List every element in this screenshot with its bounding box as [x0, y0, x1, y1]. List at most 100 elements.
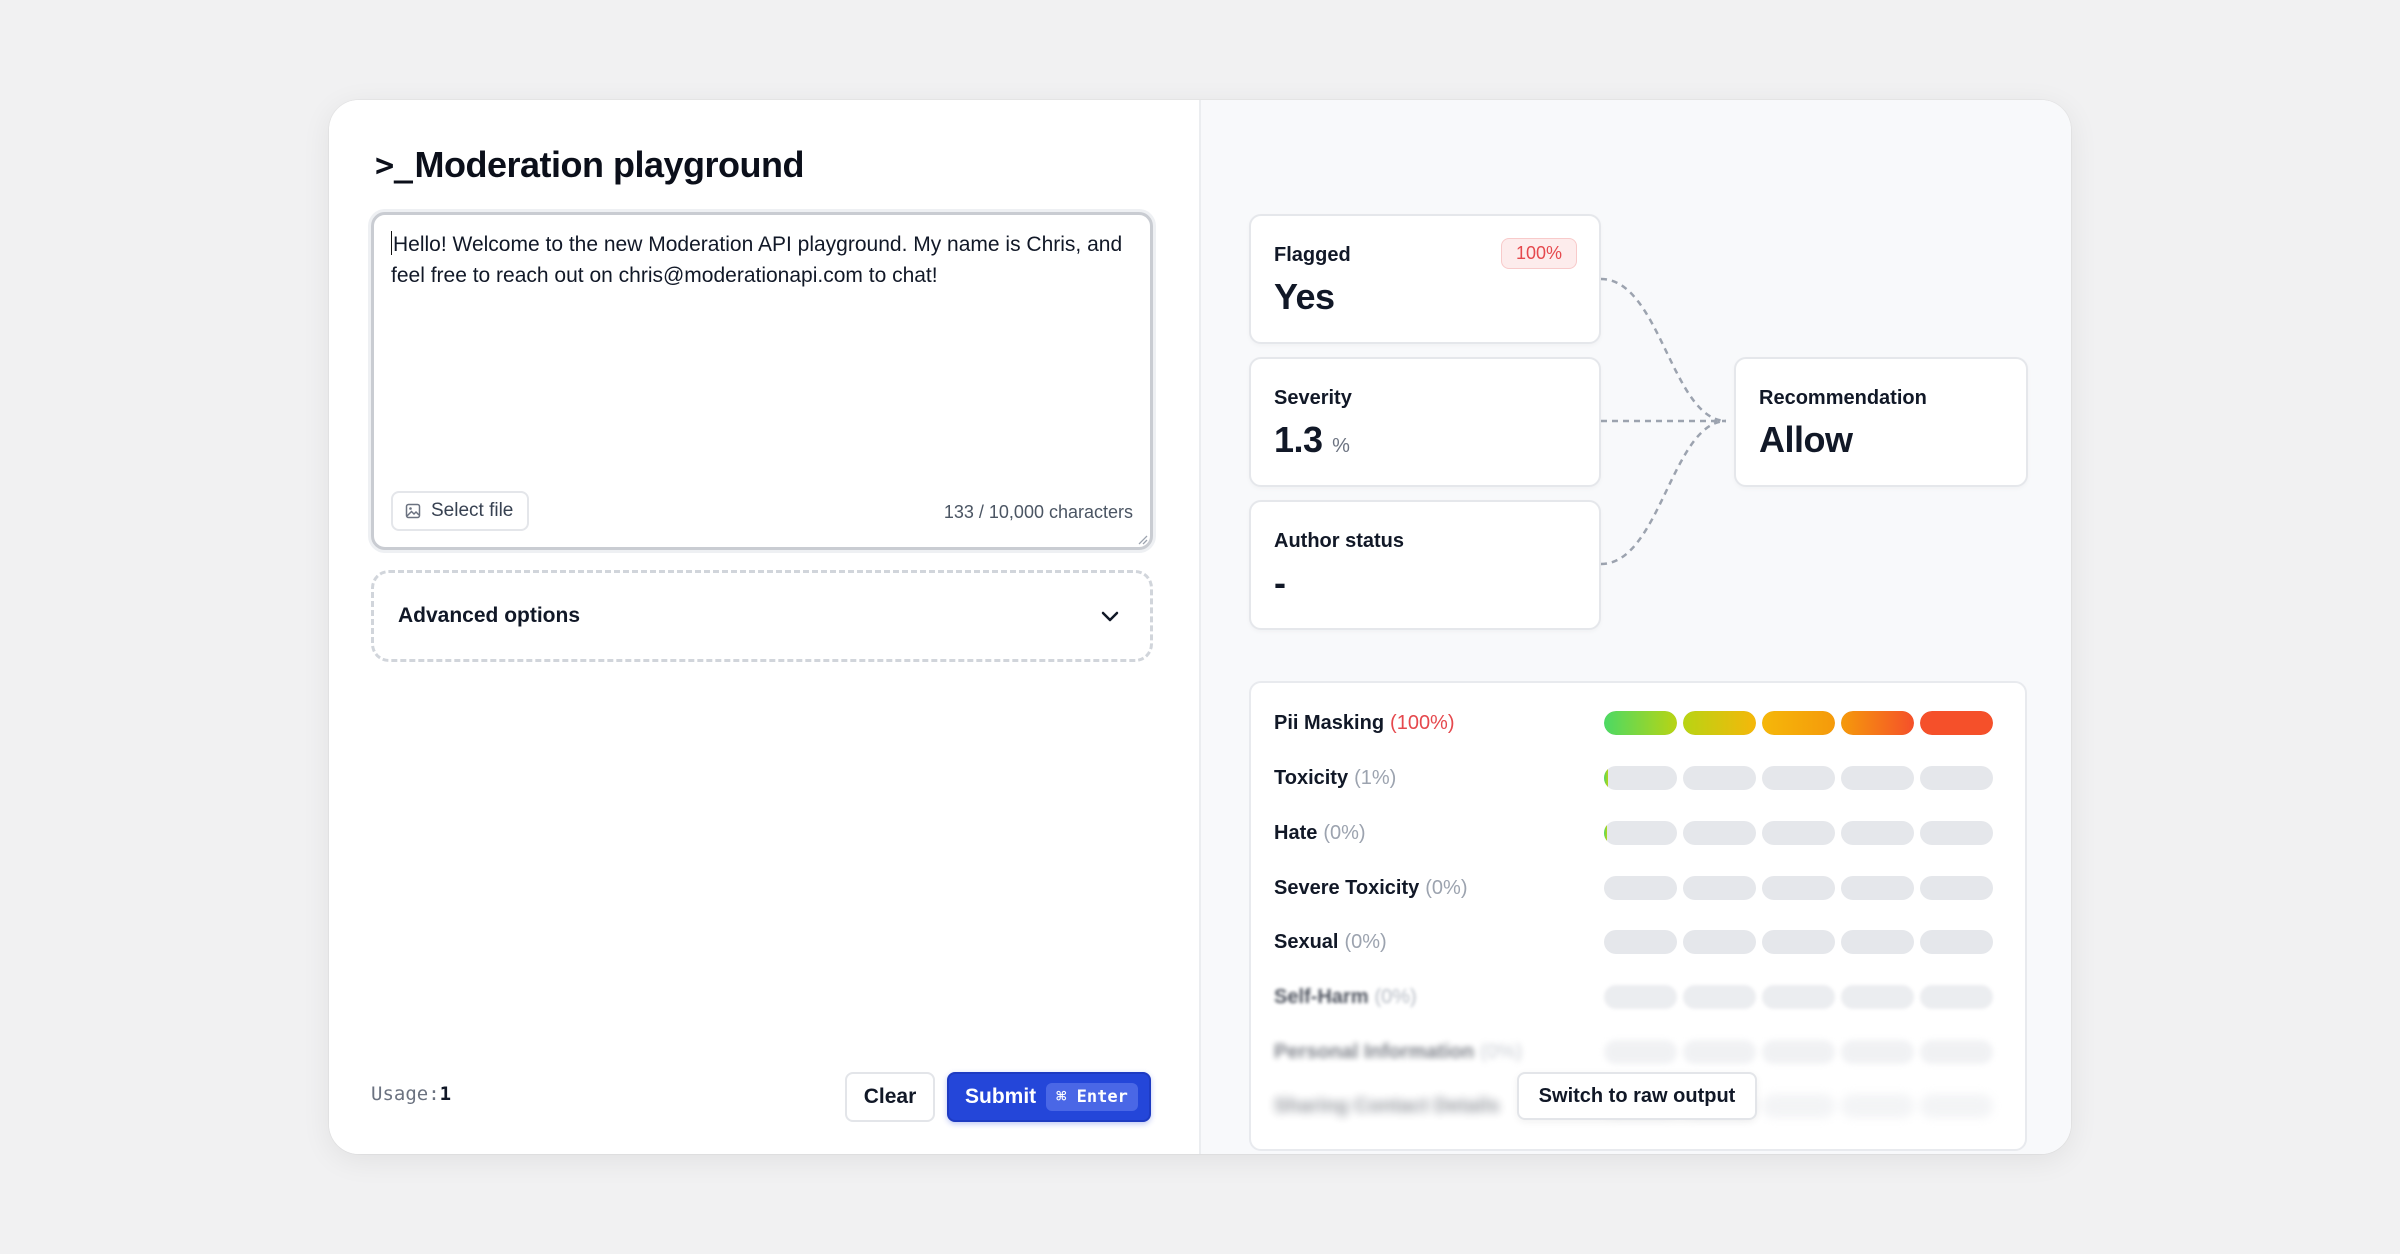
- score-segment: [1683, 985, 1756, 1009]
- score-segment: [1920, 1094, 1993, 1118]
- category-name: Sexual: [1274, 930, 1339, 953]
- score-segment: [1604, 930, 1677, 954]
- score-segment-fill: [1604, 766, 1608, 790]
- category-score-bar: [1604, 876, 1993, 900]
- score-segment: [1920, 876, 1993, 900]
- category-row: Personal Information (0%): [1274, 1037, 2002, 1067]
- score-segment: [1604, 711, 1677, 735]
- category-name: Personal Information: [1274, 1040, 1475, 1063]
- category-name: Hate: [1274, 821, 1318, 844]
- score-segment: [1604, 766, 1677, 790]
- score-segment: [1920, 821, 1993, 845]
- category-percent: (1%): [1354, 766, 1397, 789]
- score-segment-fill: [1683, 711, 1756, 735]
- category-row: Severe Toxicity (0%): [1274, 873, 2002, 903]
- score-segment: [1841, 930, 1914, 954]
- score-segment: [1683, 821, 1756, 845]
- score-segment-fill: [1920, 711, 1993, 735]
- score-segment-fill: [1841, 711, 1914, 735]
- category-score-bar: [1604, 766, 1993, 790]
- category-row: Hate (0%): [1274, 818, 2002, 848]
- advanced-options-toggle[interactable]: Advanced options: [371, 570, 1153, 662]
- input-text[interactable]: Hello! Welcome to the new Moderation API…: [391, 229, 1133, 291]
- score-segment-fill: [1762, 711, 1835, 735]
- image-icon: [405, 503, 421, 519]
- input-text-content: Hello! Welcome to the new Moderation API…: [391, 233, 1123, 287]
- category-percent: (0%): [1344, 930, 1387, 953]
- category-name: Severe Toxicity: [1274, 876, 1420, 899]
- usage-value: 1: [439, 1083, 452, 1105]
- score-segment: [1762, 876, 1835, 900]
- score-segment: [1683, 711, 1756, 735]
- score-segment: [1841, 1094, 1914, 1118]
- score-segment: [1841, 1040, 1914, 1064]
- severity-unit: %: [1332, 435, 1350, 457]
- author-status-value: -: [1274, 562, 1286, 603]
- submit-button[interactable]: Submit ⌘ Enter: [947, 1072, 1151, 1122]
- score-segment: [1762, 766, 1835, 790]
- score-segment: [1841, 766, 1914, 790]
- recommendation-value: Allow: [1759, 419, 1853, 460]
- usage-counter: Usage:1: [371, 1083, 451, 1105]
- category-name: Pii Masking: [1274, 711, 1385, 734]
- text-input-area[interactable]: Hello! Welcome to the new Moderation API…: [371, 212, 1153, 550]
- author-status-card: Author status -: [1249, 500, 1601, 630]
- score-segment: [1683, 1040, 1756, 1064]
- recommendation-label: Recommendation: [1759, 387, 1927, 409]
- category-scores-panel: Pii Masking (100%) Toxicity (1%) Hate (0%) Sev…: [1249, 681, 2027, 1151]
- score-segment: [1762, 1094, 1835, 1118]
- score-segment: [1841, 985, 1914, 1009]
- select-file-label: Select file: [431, 500, 514, 521]
- score-segment: [1604, 985, 1677, 1009]
- switch-raw-output-button[interactable]: Switch to raw output: [1517, 1072, 1757, 1120]
- select-file-button[interactable]: Select file: [391, 491, 530, 531]
- category-name: Toxicity: [1274, 766, 1349, 789]
- submit-label: Submit: [965, 1085, 1037, 1108]
- category-percent: (0%): [1480, 1040, 1523, 1063]
- score-segment: [1604, 876, 1677, 900]
- category-score-bar: [1604, 930, 1993, 954]
- advanced-options-label: Advanced options: [398, 604, 581, 627]
- category-row: Sexual (0%): [1274, 927, 2002, 957]
- category-score-bar: [1604, 985, 1993, 1009]
- text-caret: [391, 231, 392, 255]
- category-row: Self-Harm (0%): [1274, 982, 2002, 1012]
- score-segment: [1604, 821, 1677, 845]
- score-segment: [1841, 876, 1914, 900]
- score-segment: [1920, 985, 1993, 1009]
- input-panel: >_ Moderation playground Hello! Welcome …: [329, 100, 1199, 1154]
- resize-handle-icon[interactable]: [1136, 533, 1148, 545]
- category-row: Pii Masking (100%): [1274, 708, 2002, 738]
- category-row: Toxicity (1%): [1274, 763, 2002, 793]
- severity-label: Severity: [1274, 387, 1352, 409]
- category-percent: (100%): [1390, 711, 1455, 734]
- score-segment: [1762, 711, 1835, 735]
- score-segment: [1683, 930, 1756, 954]
- flagged-value: Yes: [1274, 276, 1335, 317]
- category-name: Sharing Contact Details: [1274, 1094, 1500, 1117]
- category-name: Self-Harm: [1274, 985, 1369, 1008]
- score-segment: [1762, 1040, 1835, 1064]
- chevron-down-icon: [1101, 611, 1119, 622]
- usage-label: Usage:: [371, 1083, 440, 1105]
- score-segment: [1920, 766, 1993, 790]
- terminal-prompt-icon: >_: [375, 146, 413, 184]
- score-segment: [1841, 821, 1914, 845]
- severity-value: 1.3 %: [1274, 419, 1350, 461]
- score-segment-fill: [1604, 711, 1677, 735]
- character-count: 133 / 10,000 characters: [943, 502, 1133, 522]
- page-title-text: Moderation playground: [414, 144, 805, 185]
- category-percent: (0%): [1323, 821, 1366, 844]
- keyboard-shortcut-badge: ⌘ Enter: [1046, 1083, 1138, 1111]
- clear-button[interactable]: Clear: [845, 1072, 935, 1122]
- score-segment: [1841, 711, 1914, 735]
- flagged-card: Flagged 100% Yes: [1249, 214, 1601, 344]
- score-segment: [1683, 876, 1756, 900]
- category-score-bar: [1604, 1040, 1993, 1064]
- score-segment: [1683, 766, 1756, 790]
- flagged-badge: 100%: [1500, 238, 1577, 269]
- severity-card: Severity 1.3 %: [1249, 357, 1601, 487]
- category-percent: (0%): [1425, 876, 1468, 899]
- category-score-bar: [1604, 711, 1993, 735]
